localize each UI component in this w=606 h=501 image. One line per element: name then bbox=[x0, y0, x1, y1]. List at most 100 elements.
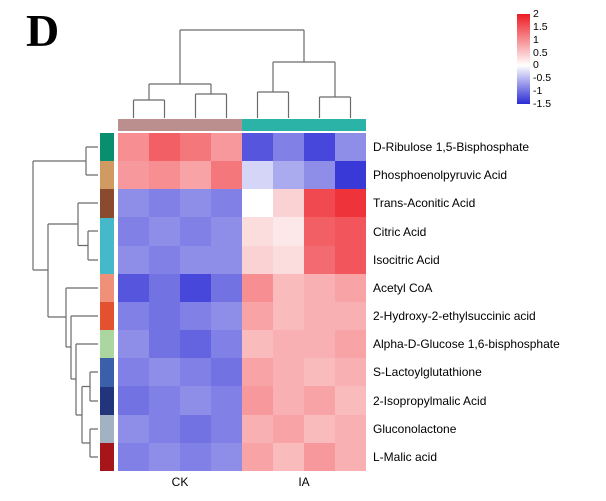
row-label: Citric Acid bbox=[373, 224, 427, 239]
row-annotation-segment bbox=[100, 358, 114, 387]
heatmap-cell bbox=[242, 133, 273, 162]
row-annotation-segment bbox=[100, 442, 114, 472]
heatmap-cell bbox=[273, 189, 304, 218]
heatmap-cell bbox=[273, 414, 304, 443]
heatmap-cell bbox=[180, 217, 211, 246]
heatmap-cell bbox=[273, 245, 304, 274]
heatmap-cell bbox=[242, 301, 273, 331]
column-dendrogram bbox=[132, 29, 352, 118]
heatmap-cell bbox=[304, 442, 335, 471]
heatmap-cell bbox=[242, 273, 273, 302]
heatmap-cell bbox=[118, 386, 149, 415]
heatmap-cell bbox=[118, 189, 149, 218]
heatmap-cell bbox=[211, 217, 242, 246]
heatmap-cell bbox=[149, 414, 180, 443]
row-annotation-segment bbox=[100, 302, 114, 331]
heatmap-cell bbox=[242, 330, 273, 359]
group-ck-band bbox=[118, 119, 242, 131]
heatmap-cell bbox=[273, 301, 304, 331]
heatmap-cell bbox=[149, 245, 180, 274]
heatmap-cell bbox=[118, 414, 149, 443]
heatmap-cell bbox=[304, 386, 335, 415]
heatmap-cell bbox=[118, 273, 149, 302]
heatmap-cell bbox=[180, 358, 211, 387]
heatmap-cell bbox=[335, 273, 366, 302]
heatmap-cell bbox=[180, 301, 211, 331]
legend-gradient-bar bbox=[517, 14, 530, 104]
heatmap-cell bbox=[242, 217, 273, 246]
legend-tick-label: -1.5 bbox=[533, 98, 552, 110]
heatmap-cell bbox=[335, 301, 366, 331]
heatmap-cell bbox=[118, 217, 149, 246]
heatmap-grid bbox=[118, 133, 366, 471]
heatmap-cell bbox=[304, 273, 335, 302]
row-label: 2-Hydroxy-2-ethylsuccinic acid bbox=[373, 309, 536, 324]
heatmap-cell bbox=[211, 358, 242, 387]
heatmap-cell bbox=[118, 161, 149, 190]
heatmap-cell bbox=[180, 133, 211, 162]
row-label: Phosphoenolpyruvic Acid bbox=[373, 168, 508, 183]
heatmap-cell bbox=[180, 414, 211, 443]
row-label: Trans-Aconitic Acid bbox=[373, 196, 476, 211]
heatmap-cell bbox=[211, 386, 242, 415]
heatmap-cell bbox=[273, 273, 304, 302]
heatmap-cell bbox=[149, 133, 180, 162]
heatmap-cell bbox=[273, 358, 304, 387]
row-annotation-bar bbox=[100, 133, 114, 472]
heatmap-cell bbox=[335, 189, 366, 218]
heatmap-cell bbox=[335, 386, 366, 415]
heatmap-cell bbox=[335, 161, 366, 190]
row-label: 2-Isopropylmalic Acid bbox=[373, 393, 487, 408]
heatmap-cell bbox=[304, 161, 335, 190]
heatmap-cell bbox=[149, 301, 180, 331]
heatmap-cell bbox=[149, 217, 180, 246]
heatmap-cell bbox=[211, 245, 242, 274]
heatmap-cell bbox=[118, 133, 149, 162]
heatmap-cell bbox=[335, 330, 366, 359]
heatmap-cell bbox=[149, 273, 180, 302]
heatmap-cell bbox=[304, 330, 335, 359]
row-labels: D-Ribulose 1,5-Bisphosphate Phosphoenolpy… bbox=[373, 133, 603, 471]
heatmap-cell bbox=[180, 273, 211, 302]
heatmap-cell bbox=[335, 414, 366, 443]
heatmap-cell bbox=[118, 301, 149, 331]
heatmap-cell bbox=[118, 330, 149, 359]
heatmap-cell bbox=[118, 442, 149, 471]
heatmap-cell bbox=[180, 330, 211, 359]
heatmap-cell bbox=[180, 161, 211, 190]
row-annotation-segment bbox=[100, 189, 114, 218]
row-annotation-segment bbox=[100, 330, 114, 359]
heatmap-cell bbox=[211, 330, 242, 359]
legend-tick-label: 2 bbox=[533, 8, 539, 20]
heatmap-cell bbox=[304, 133, 335, 162]
heatmap-cell bbox=[273, 442, 304, 471]
row-label: L-Malic acid bbox=[373, 449, 438, 464]
row-annotation-segment bbox=[100, 161, 114, 190]
row-label: S-Lactoylglutathione bbox=[373, 365, 482, 380]
heatmap-cell bbox=[335, 133, 366, 162]
heatmap-cell bbox=[118, 245, 149, 274]
heatmap-cell bbox=[242, 245, 273, 274]
row-annotation-segment bbox=[100, 133, 114, 162]
heatmap-cell bbox=[304, 245, 335, 274]
legend-tick-label: 1 bbox=[533, 33, 539, 46]
row-label: Isocitric Acid bbox=[373, 252, 440, 267]
heatmap-cell bbox=[242, 386, 273, 415]
heatmap-cell bbox=[335, 442, 366, 471]
heatmap-cell bbox=[242, 161, 273, 190]
column-annotation-bar bbox=[118, 119, 366, 131]
heatmap-cell bbox=[211, 301, 242, 331]
legend-tick-label: 1.5 bbox=[533, 20, 548, 33]
heatmap-cell bbox=[180, 189, 211, 218]
heatmap-cell bbox=[273, 330, 304, 359]
group-label-ck: CK bbox=[171, 475, 189, 489]
legend-tick-label: -0.5 bbox=[533, 72, 552, 85]
group-ia-band bbox=[242, 119, 366, 131]
row-dendrogram bbox=[32, 146, 98, 458]
heatmap-cell bbox=[211, 189, 242, 218]
row-annotation-segment bbox=[100, 217, 114, 246]
row-annotation-segment bbox=[100, 273, 114, 303]
heatmap-cell bbox=[335, 245, 366, 274]
heatmap-cell bbox=[242, 414, 273, 443]
heatmap-cell bbox=[273, 161, 304, 190]
